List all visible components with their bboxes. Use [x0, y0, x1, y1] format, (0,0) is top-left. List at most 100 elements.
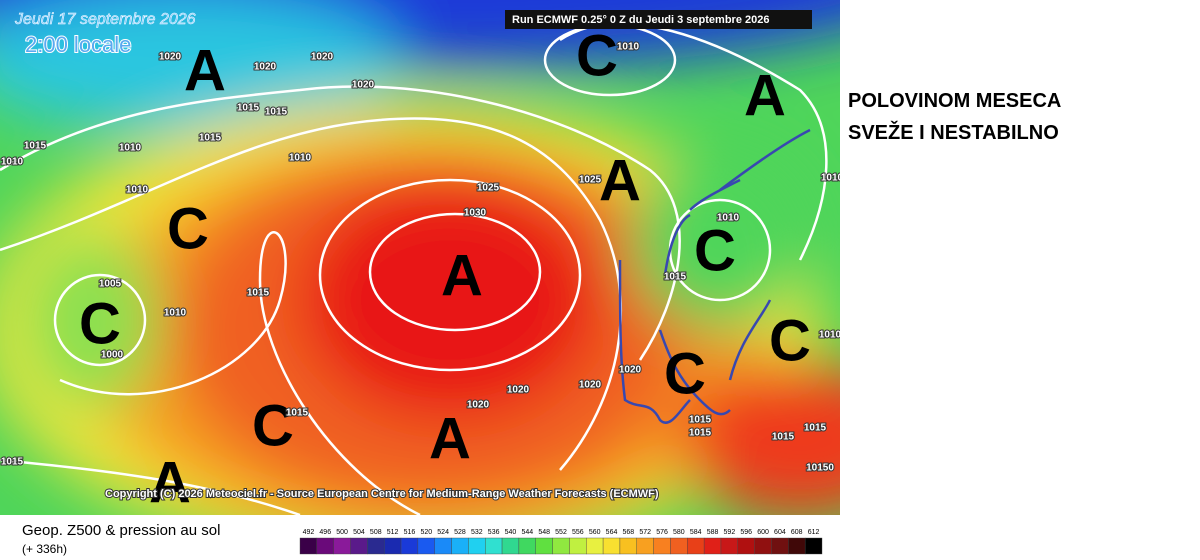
isobar-label: 1015 [265, 107, 288, 118]
scale-swatch [602, 537, 621, 555]
isobar-label: 1010 [119, 143, 142, 154]
isobar-label: 1015 [1, 457, 24, 468]
isobar-label: 1015 [689, 415, 712, 426]
scale-swatch [670, 537, 688, 555]
pressure-center: A [441, 243, 483, 308]
scale-swatch [771, 537, 789, 555]
isobar-label: 1015 [24, 141, 47, 152]
scale-swatch [720, 537, 739, 555]
scale-swatch [468, 537, 486, 555]
isobar-label: 1020 [619, 365, 642, 376]
scale-swatch [737, 537, 755, 555]
isobar-label: 1015 [237, 103, 260, 114]
pressure-center: A [744, 63, 786, 128]
scale-swatch [804, 537, 823, 555]
isobar-label: 1015 [804, 423, 827, 434]
isobar-label: 1015 [247, 288, 270, 299]
scale-label: 564 [606, 529, 618, 536]
scale-swatch [316, 537, 334, 555]
scale-label: 544 [521, 529, 533, 536]
scale-label: 496 [319, 529, 331, 536]
scale-label: 532 [471, 529, 483, 536]
scale-label: 568 [623, 529, 635, 536]
isobar-label: 1000 [101, 350, 124, 361]
scale-swatch [788, 537, 806, 555]
scale-label: 580 [673, 529, 685, 536]
date: Jeudi 17 septembre 2026 [14, 11, 196, 28]
scale-label: 516 [404, 529, 416, 536]
scale-swatch [636, 537, 654, 555]
isobar-label: 1010 [164, 308, 187, 319]
scale-label: 508 [370, 529, 382, 536]
annotation-line: SVEŽE I NESTABILNO [848, 120, 1059, 144]
scale-label: 524 [437, 529, 449, 536]
scale-swatch [367, 537, 385, 555]
pressure-center: C [576, 23, 618, 88]
scale-swatch [400, 537, 419, 555]
pressure-center: C [694, 218, 736, 283]
scale-label: 548 [538, 529, 550, 536]
scale-label: 540 [505, 529, 517, 536]
scale-label: 552 [555, 529, 567, 536]
isobars [0, 22, 828, 515]
scale-label: 576 [656, 529, 668, 536]
scale-swatch [586, 537, 604, 555]
scale-swatch [754, 537, 772, 555]
scale-swatch [703, 537, 722, 555]
pressure-center: A [184, 38, 226, 103]
scale-swatch [535, 537, 553, 555]
hand-drawn-lines [618, 128, 811, 424]
scale-swatch [653, 537, 671, 555]
scale-swatch [383, 537, 402, 555]
scale-label: 584 [690, 529, 702, 536]
pressure-center: C [769, 308, 811, 373]
scale-swatch [299, 537, 318, 555]
isobar-label: 1015 [199, 133, 222, 144]
scale-label: 572 [639, 529, 651, 536]
scale-swatch [451, 537, 469, 555]
scale-label: 608 [791, 529, 803, 536]
isobar-label: 1015 [689, 428, 712, 439]
scale-swatch [333, 537, 351, 555]
scale-swatch [350, 537, 368, 555]
local-time: 2:00 locale [25, 32, 131, 57]
scale-swatch [569, 537, 587, 555]
scale-swatch [434, 537, 452, 555]
scale-label: 588 [707, 529, 719, 536]
scale-label: 512 [387, 529, 399, 536]
color-scale: 492 496 500 504 508 512 516 520 524 528 532 536 540 5… [299, 529, 823, 555]
isobar-label: 1020 [311, 52, 334, 63]
pressure-center: A [429, 406, 471, 471]
isobar-label: 1020 [352, 80, 375, 91]
annotation-line: POLOVINOM MESECA [848, 90, 1061, 112]
scale-label: 600 [757, 529, 769, 536]
run-info: Run ECMWF 0.25° 0 Z du Jeudi 3 septembre… [512, 14, 769, 26]
isobar-label: 1010 [1, 157, 24, 168]
scale-swatch [552, 537, 570, 555]
lead-time: (+ 336h) [22, 542, 67, 556]
legend-title: Geop. Z500 & pression au sol [22, 522, 220, 539]
isobar-label: 1010 [126, 185, 149, 196]
isobar-label: 10150 [806, 463, 834, 474]
scale-swatch [619, 537, 637, 555]
scale-label: 556 [572, 529, 584, 536]
scale-label: 536 [488, 529, 500, 536]
isobar-label: 1005 [99, 279, 122, 290]
scale-label: 596 [740, 529, 752, 536]
scale-swatch [687, 537, 705, 555]
isobar-label: 1025 [579, 175, 602, 186]
isobar-label: 1010 [289, 153, 312, 164]
scale-swatch [417, 537, 435, 555]
pressure-center: C [252, 393, 294, 458]
scale-label: 612 [808, 529, 820, 536]
isobar-label: 1020 [579, 380, 602, 391]
isobar-label: 1025 [477, 183, 500, 194]
scale-swatch [501, 537, 520, 555]
isobar-label: 1010 [819, 330, 842, 341]
isobar-label: 1010 [617, 42, 640, 53]
copyright: Copyright (C) 2026 Meteociel.fr - Source… [105, 488, 659, 500]
scale-label: 604 [774, 529, 786, 536]
isobar-label: 1020 [467, 400, 490, 411]
